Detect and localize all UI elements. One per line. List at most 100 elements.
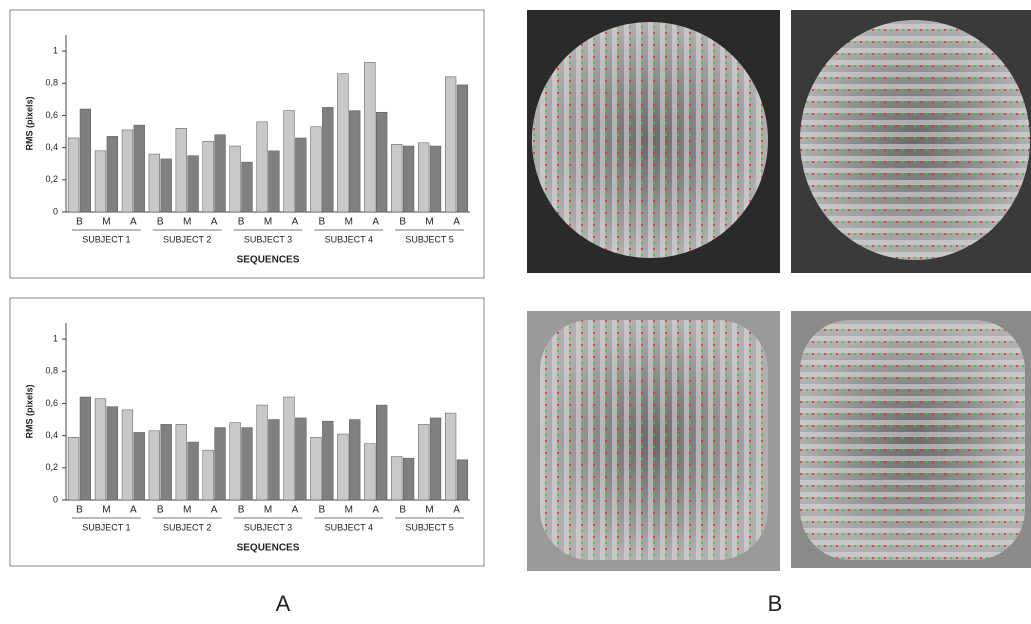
bar — [133, 432, 145, 501]
bar — [322, 107, 334, 213]
x-tick-label: B — [157, 217, 164, 228]
bar — [106, 136, 118, 213]
bar — [337, 433, 349, 501]
bar — [121, 129, 134, 213]
bar — [160, 424, 172, 501]
bar — [121, 409, 134, 501]
mri-image — [527, 10, 780, 273]
bar — [444, 76, 457, 213]
x-tick-label: A — [453, 505, 460, 516]
bar — [418, 424, 430, 501]
bar — [187, 155, 199, 213]
group-label: SUBJECT 2 — [163, 234, 211, 244]
x-tick-label: B — [399, 505, 406, 516]
x-tick-label: A — [372, 505, 379, 516]
y-tick-label: 0,2 — [45, 174, 58, 184]
y-tick-label: 0,4 — [45, 142, 58, 152]
x-tick-label: M — [425, 505, 433, 516]
bar — [256, 121, 268, 213]
bar — [256, 404, 268, 501]
bar — [349, 110, 361, 213]
bar — [148, 430, 160, 501]
x-tick-label: A — [453, 217, 460, 228]
y-tick-label: 0 — [53, 206, 58, 216]
y-tick-label: 0,2 — [45, 462, 58, 472]
chart-frame — [9, 9, 485, 279]
bar — [202, 449, 214, 501]
bar — [229, 422, 241, 501]
x-tick-label: M — [102, 217, 110, 228]
bar — [376, 404, 388, 501]
bar — [241, 427, 253, 501]
group-label: SUBJECT 5 — [405, 522, 453, 532]
y-tick-label: 0,6 — [45, 398, 58, 408]
x-tick-label: M — [345, 217, 353, 228]
bar — [402, 457, 415, 501]
bar — [175, 424, 187, 501]
x-tick-label: A — [130, 217, 137, 228]
bar — [268, 419, 280, 501]
group-label: SUBJECT 3 — [244, 522, 292, 532]
bar — [67, 436, 80, 501]
x-tick-label: B — [157, 505, 164, 516]
x-tick-label: A — [130, 505, 137, 516]
bar — [310, 436, 322, 501]
bar — [79, 108, 92, 213]
bar — [402, 145, 415, 213]
x-tick-label: B — [399, 217, 406, 228]
bar — [295, 417, 307, 501]
group-label: SUBJECT 3 — [244, 234, 292, 244]
bar — [94, 150, 107, 213]
bar — [133, 124, 145, 213]
x-tick-label: M — [183, 217, 191, 228]
bar — [283, 396, 295, 501]
x-tick-label: A — [292, 217, 299, 228]
bar — [295, 137, 307, 213]
bar — [456, 459, 469, 501]
bar — [444, 412, 457, 501]
x-tick-label: M — [345, 505, 353, 516]
y-tick-label: 1 — [53, 45, 58, 55]
bar — [429, 145, 442, 213]
y-tick-label: 0,4 — [45, 430, 58, 440]
bar — [349, 419, 361, 501]
bar — [79, 396, 92, 501]
bar — [310, 126, 322, 213]
y-axis-label: RMS (pixels) — [24, 96, 34, 150]
x-tick-label: M — [264, 217, 272, 228]
x-tick-label: M — [183, 505, 191, 516]
mri-image — [527, 311, 780, 571]
x-tick-label: A — [292, 505, 299, 516]
x-tick-label: A — [211, 217, 218, 228]
mri-image — [791, 10, 1031, 273]
bar — [160, 158, 172, 213]
x-axis-label: SEQUENCES — [237, 255, 300, 266]
y-tick-label: 1 — [53, 333, 58, 343]
bar — [418, 142, 430, 213]
x-tick-label: B — [238, 217, 245, 228]
y-axis-label: RMS (pixels) — [24, 384, 34, 438]
y-tick-label: 0,8 — [45, 78, 58, 88]
bar — [229, 145, 241, 213]
bar — [202, 140, 214, 213]
bar — [322, 420, 334, 501]
x-tick-label: M — [102, 505, 110, 516]
group-label: SUBJECT 4 — [325, 234, 373, 244]
group-label: SUBJECT 5 — [405, 234, 453, 244]
bar — [337, 73, 349, 213]
bar — [283, 110, 295, 213]
bar — [268, 150, 280, 213]
bar — [364, 443, 376, 501]
bar — [67, 137, 80, 213]
x-tick-label: B — [76, 217, 83, 228]
bar — [187, 441, 199, 501]
bar — [241, 161, 253, 213]
x-axis-label: SEQUENCES — [237, 543, 300, 554]
x-tick-label: B — [76, 505, 83, 516]
bar — [175, 128, 187, 213]
bar — [429, 417, 442, 501]
panel-label: A — [276, 591, 291, 616]
x-tick-label: B — [319, 217, 326, 228]
x-tick-label: B — [238, 505, 245, 516]
bar — [391, 456, 403, 501]
